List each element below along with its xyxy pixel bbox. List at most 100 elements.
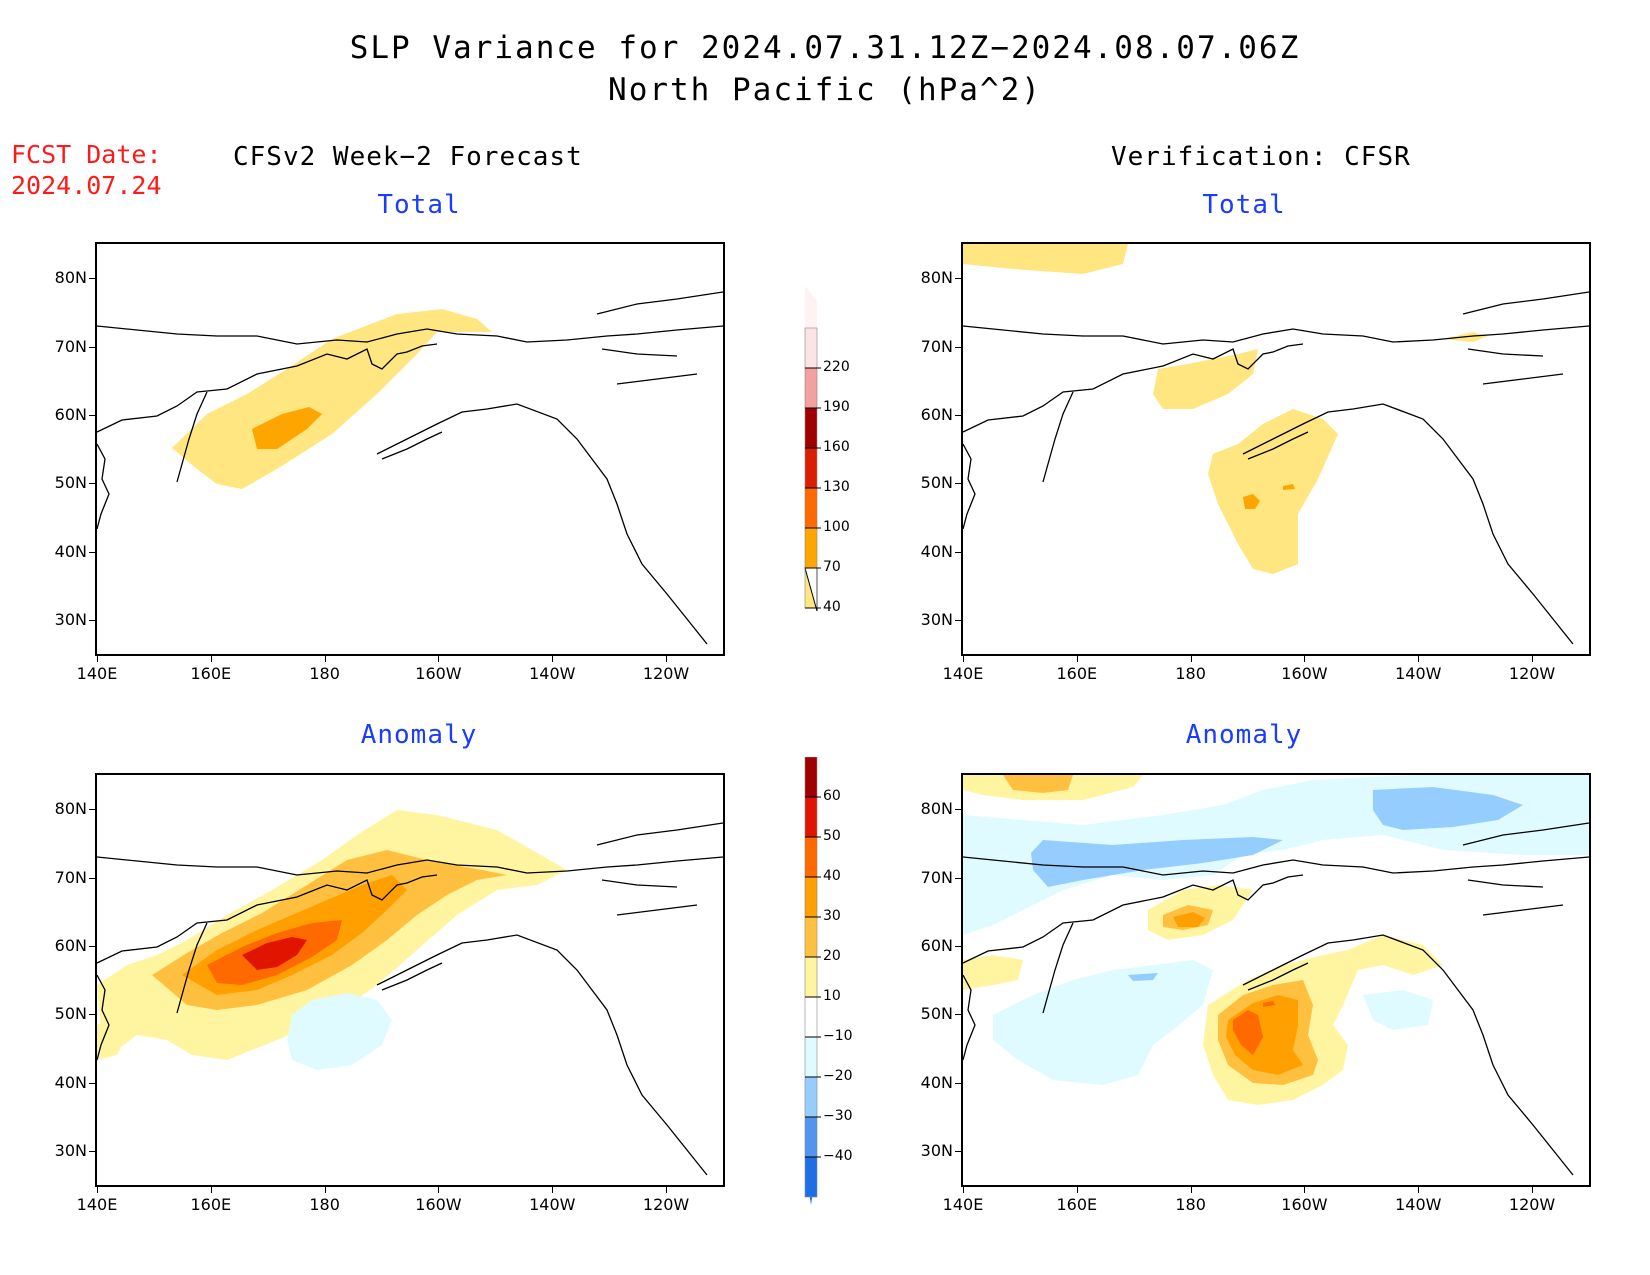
lon-tick-label: 140E — [76, 664, 118, 683]
lon-tick-mark — [1418, 656, 1420, 662]
colorbar-block — [805, 997, 817, 1037]
coastline-kamchatka — [176, 391, 208, 483]
lat-tick-label: 40N — [920, 541, 953, 561]
colorbar-block — [805, 757, 817, 797]
colorbar-block — [805, 368, 817, 408]
lon-tick-label: 140E — [942, 1195, 984, 1214]
lon-tick-label: 160W — [415, 664, 462, 683]
lon-tick-label: 120W — [642, 1195, 690, 1214]
contour-minus10-east — [1363, 990, 1433, 1030]
coastline-japan — [97, 443, 110, 530]
lat-tick-label: 60N — [54, 935, 87, 955]
lat-tick-label: 80N — [920, 268, 953, 288]
lon-tick-mark — [1304, 1187, 1306, 1193]
coastline-north — [97, 325, 723, 345]
colorbar-label: −30 — [823, 1108, 853, 1124]
lat-tick-label: 50N — [54, 1004, 87, 1024]
colorbar-label: 10 — [823, 988, 841, 1004]
coastline-aleutians — [381, 431, 443, 460]
lat-tick-label: 50N — [54, 473, 87, 493]
colorbar-block — [805, 837, 817, 877]
lat-tick-mark — [955, 483, 961, 485]
lon-tick-mark — [97, 656, 98, 662]
fcst-date-label: FCST Date: — [11, 140, 162, 169]
contour-10-20-south — [97, 1015, 127, 1060]
lat-tick-mark — [89, 945, 95, 947]
colorbar-block — [805, 1077, 817, 1117]
colorbar-block — [805, 917, 817, 957]
lat-tick-label: 60N — [54, 404, 87, 424]
contour-40-50-central — [1233, 1010, 1263, 1055]
lat-tick-label: 60N — [920, 404, 953, 424]
lat-tick-mark — [955, 551, 961, 553]
fcst-date-value: 2024.07.24 — [11, 171, 162, 200]
lat-tick-label: 70N — [54, 867, 87, 887]
colorbar-block — [805, 448, 817, 488]
map-panel-forecast-anomaly — [95, 773, 725, 1187]
lon-tick-label: 160E — [1056, 664, 1098, 683]
contour-20-30-north — [1003, 775, 1073, 793]
panel-title-verification-anomaly: Anomaly — [1185, 720, 1303, 750]
colorbar-block — [805, 528, 817, 568]
colorbar-anomaly-bottom-arrow — [805, 1165, 817, 1205]
lat-tick-mark — [89, 1082, 95, 1084]
lat-tick-label: 30N — [54, 609, 87, 629]
lat-tick-label: 40N — [54, 1072, 87, 1092]
lon-tick-mark — [1304, 656, 1306, 662]
lat-tick-label: 80N — [54, 268, 87, 288]
panel-title-verification-total: Total — [1202, 190, 1286, 220]
coastline-asia — [97, 343, 438, 433]
contour-40-70-a — [963, 244, 1128, 274]
lat-tick-mark — [955, 619, 961, 621]
lon-tick-mark — [1418, 1187, 1420, 1193]
lon-tick-mark — [97, 1187, 98, 1193]
lat-tick-mark — [89, 1150, 95, 1152]
lon-tick-mark — [324, 656, 326, 662]
lat-tick-mark — [955, 414, 961, 416]
colorbar-total-top-arrow — [805, 286, 817, 328]
lon-tick-label: 160E — [1056, 1195, 1098, 1214]
lon-tick-mark — [1076, 1187, 1078, 1193]
lon-tick-mark — [666, 656, 668, 662]
lon-tick-mark — [438, 1187, 440, 1193]
contour-minus10-southwest — [993, 960, 1213, 1085]
lon-tick-mark — [1076, 656, 1078, 662]
coastline-arctic-islands — [596, 291, 723, 385]
contour-50-60 — [242, 937, 307, 970]
panel-title-forecast-total: Total — [377, 190, 461, 220]
colorbar-label: 20 — [823, 948, 841, 964]
contour-minus20-minus30-b — [1373, 787, 1523, 830]
lat-tick-label: 70N — [920, 867, 953, 887]
lat-tick-label: 30N — [54, 1140, 87, 1160]
contour-40-70-b — [1153, 349, 1258, 409]
lat-tick-label: 40N — [920, 1072, 953, 1092]
lat-tick-mark — [89, 877, 95, 879]
lat-tick-mark — [955, 945, 961, 947]
lat-tick-mark — [955, 346, 961, 348]
contour-70-100-a — [1243, 494, 1260, 509]
lon-tick-label: 180 — [1175, 664, 1206, 683]
lat-tick-mark — [89, 483, 95, 485]
map-panel-verification-total — [961, 242, 1591, 656]
lat-tick-label: 50N — [920, 473, 953, 493]
lon-tick-label: 160E — [190, 1195, 232, 1214]
lat-tick-mark — [955, 1014, 961, 1016]
lat-tick-label: 50N — [920, 1004, 953, 1024]
lon-tick-mark — [210, 1187, 212, 1193]
lon-tick-label: 140W — [1395, 1195, 1442, 1214]
contour-40-70 — [172, 309, 492, 489]
lat-tick-mark — [89, 346, 95, 348]
panel-title-forecast-anomaly: Anomaly — [360, 720, 478, 750]
lon-tick-label: 160E — [190, 664, 232, 683]
colorbar-label: 40 — [823, 599, 841, 615]
lat-tick-label: 60N — [920, 935, 953, 955]
lon-tick-mark — [324, 1187, 326, 1193]
column-title-forecast: CFSv2 Week−2 Forecast — [233, 142, 583, 172]
colorbar-label: 220 — [823, 359, 850, 375]
lat-tick-label: 80N — [920, 799, 953, 819]
lon-tick-mark — [1190, 1187, 1192, 1193]
lat-tick-label: 30N — [920, 1140, 953, 1160]
contour-40-50-small — [1263, 1001, 1275, 1007]
lat-tick-mark — [955, 278, 961, 280]
colorbar-label: 130 — [823, 479, 850, 495]
